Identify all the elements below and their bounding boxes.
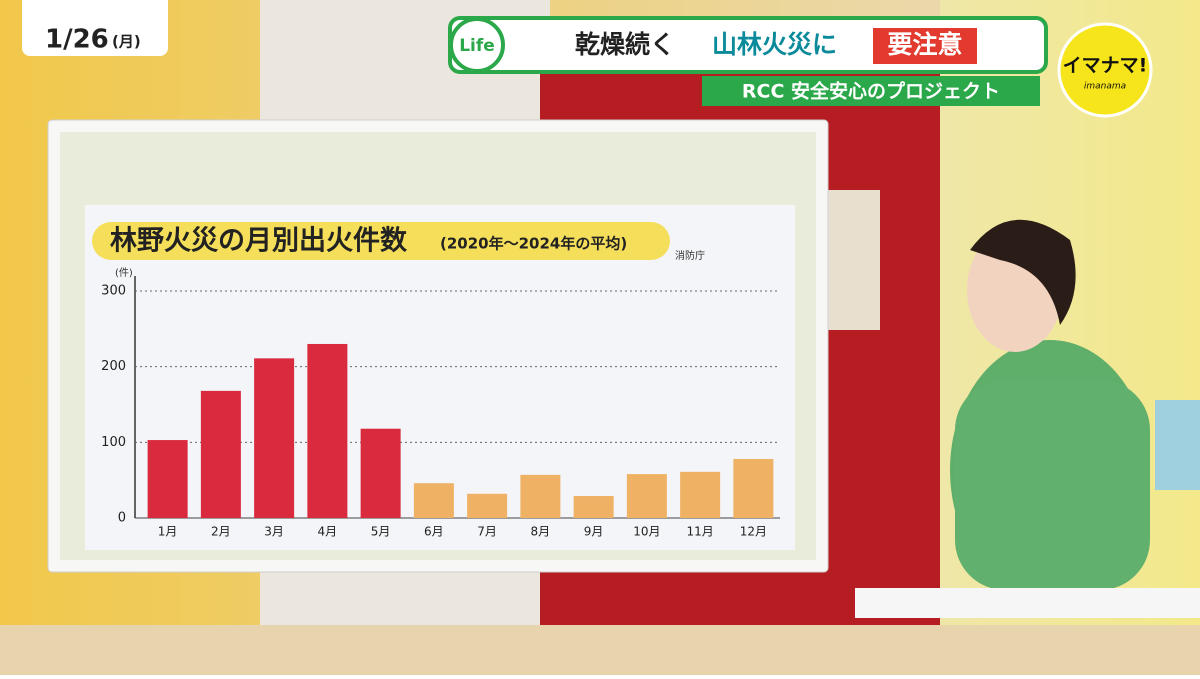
x-tick-label: 10月 — [633, 525, 660, 539]
headline-3: 要注意 — [887, 30, 962, 59]
door-window — [825, 190, 880, 330]
weekday: (月) — [112, 33, 141, 51]
bar — [360, 428, 401, 518]
x-tick-label: 8月 — [531, 525, 551, 539]
bar — [733, 458, 774, 518]
chart-source: 消防庁 — [675, 249, 705, 262]
project-label: RCC 安全安心のプロジェクト — [742, 80, 1000, 103]
plot: 0 100 200 300 1月 2月 3月 4月 5月 6月 7月 8月 9月 10月 11月 12月 — [101, 276, 780, 539]
y-tick-label: 300 — [101, 284, 126, 299]
life-badge — [449, 17, 505, 73]
x-tick-label: 5月 — [371, 525, 391, 539]
desk-top — [855, 588, 1200, 618]
x-tick-label: 9月 — [584, 525, 604, 539]
y-tick-label: 200 — [101, 359, 126, 374]
x-tick-label: 11月 — [686, 525, 713, 539]
x-tick-label: 2月 — [211, 525, 231, 539]
presenter-body — [955, 380, 1150, 590]
x-tick-label: 4月 — [318, 525, 338, 539]
bar — [307, 343, 348, 518]
bar — [573, 496, 614, 518]
chart-title: 林野火災の月別出火件数 — [110, 226, 408, 257]
bar — [467, 493, 508, 518]
y-unit: (件) — [115, 267, 133, 279]
life-label: Life — [459, 36, 495, 56]
bar — [626, 474, 667, 518]
bar — [200, 390, 241, 518]
x-tick-label: 1月 — [158, 525, 178, 539]
logo-sub: imanama — [1084, 82, 1126, 92]
date-box — [22, 0, 168, 56]
logo: イマナマ! — [1063, 55, 1148, 77]
bar — [413, 483, 454, 518]
headline-highlight — [873, 28, 977, 64]
x-tick-label: 7月 — [477, 525, 497, 539]
bar — [254, 358, 295, 518]
bar — [147, 440, 188, 518]
bar — [680, 471, 721, 518]
y-tick-label: 100 — [101, 435, 126, 450]
headline-2: 山林火災に — [712, 30, 837, 59]
y-tick-label: 0 — [118, 511, 126, 526]
x-tick-label: 12月 — [740, 525, 767, 539]
desk — [0, 625, 1200, 675]
x-tick-label: 3月 — [264, 525, 284, 539]
presenter-hair — [970, 219, 1076, 325]
bar — [520, 474, 561, 518]
date: 1/26 — [45, 25, 109, 55]
chart-subtitle: (2020年～2024年の平均) — [440, 235, 627, 253]
x-tick-label: 6月 — [424, 525, 444, 539]
title-pill — [92, 222, 670, 260]
logo-badge — [1057, 22, 1153, 118]
headline-1: 乾燥続く — [575, 30, 675, 59]
decor — [1155, 400, 1200, 490]
project-banner — [702, 76, 1040, 106]
